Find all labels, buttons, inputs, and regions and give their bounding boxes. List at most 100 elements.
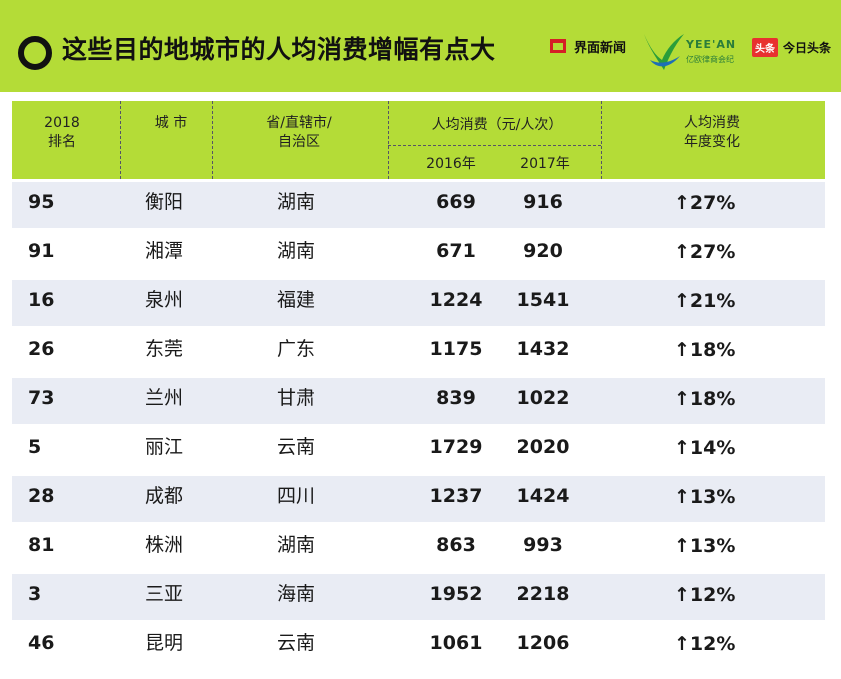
cell-province: 云南 [277, 436, 316, 458]
cell-2016: 1061 [429, 632, 483, 654]
header-change-line2: 年度变化 [684, 134, 740, 150]
cell-city: 湘潭 [145, 240, 184, 262]
header-change: 人均消费 年度变化 [662, 114, 762, 152]
toutiao-logo: 头条 今日头条 [752, 38, 831, 57]
yeean-logo-subtext: 亿欧律商会纪 [686, 55, 734, 64]
cell-province: 湖南 [277, 240, 316, 262]
cell-2017: 1541 [516, 289, 570, 311]
yeean-logo: YEE'AN 亿欧律商会纪 [640, 30, 752, 74]
cell-change: ↑18% [674, 388, 736, 410]
cell-change: ↑18% [674, 339, 736, 361]
cell-province: 福建 [277, 289, 316, 311]
table-row: 95 衡阳 湖南 669 916 ↑27% [12, 179, 825, 228]
jiemian-logo-text: 界面新闻 [574, 40, 627, 56]
cell-city: 兰州 [145, 387, 184, 409]
cell-rank: 26 [28, 338, 55, 360]
cell-2016: 1952 [429, 583, 483, 605]
cell-rank: 16 [28, 289, 55, 311]
cell-rank: 81 [28, 534, 55, 556]
header-province: 省/直辖市/ 自治区 [244, 114, 354, 152]
table-row: 3 三亚 海南 1952 2218 ↑12% [12, 571, 825, 620]
toutiao-logo-text: 今日头条 [783, 41, 832, 55]
header-rank-line2: 排名 [48, 134, 76, 150]
table-row: 91 湘潭 湖南 671 920 ↑27% [12, 228, 825, 277]
cell-rank: 73 [28, 387, 55, 409]
cell-city: 株洲 [145, 534, 184, 556]
cell-province: 四川 [277, 485, 316, 507]
table-row: 81 株洲 湖南 863 993 ↑13% [12, 522, 825, 571]
cell-2017: 1206 [516, 632, 570, 654]
cell-2017: 1424 [516, 485, 570, 507]
table-row: 46 昆明 云南 1061 1206 ↑12% [12, 620, 825, 669]
ring-icon [18, 36, 52, 70]
table-body: 95 衡阳 湖南 669 916 ↑27% 91 湘潭 湖南 671 920 ↑… [12, 179, 825, 669]
cell-city: 成都 [145, 485, 184, 507]
cell-2016: 1175 [429, 338, 483, 360]
cell-2017: 2020 [516, 436, 570, 458]
yeean-leaf-icon [644, 34, 684, 70]
header-change-line1: 人均消费 [684, 115, 740, 131]
cell-change: ↑12% [674, 584, 736, 606]
cell-2016: 863 [436, 534, 476, 556]
header-2017: 2017年 [520, 156, 570, 172]
cell-city: 丽江 [145, 436, 184, 458]
jiemian-logo: 界面新闻 [548, 36, 626, 56]
cell-change: ↑27% [674, 192, 736, 214]
header-province-line1: 省/直辖市/ [266, 115, 332, 131]
cell-2017: 2218 [516, 583, 570, 605]
cell-2017: 916 [523, 191, 563, 213]
yeean-logo-text: YEE'AN [686, 38, 737, 51]
table-row: 5 丽江 云南 1729 2020 ↑14% [12, 424, 825, 473]
cell-province: 甘肃 [277, 387, 316, 409]
cell-2017: 1022 [516, 387, 570, 409]
cell-2016: 669 [436, 191, 476, 213]
cell-change: ↑12% [674, 633, 736, 655]
cell-2017: 1432 [516, 338, 570, 360]
cell-city: 衡阳 [145, 191, 184, 213]
header-2016: 2016年 [426, 156, 476, 172]
table-row: 26 东莞 广东 1175 1432 ↑18% [12, 326, 825, 375]
cell-city: 东莞 [145, 338, 184, 360]
cell-change: ↑14% [674, 437, 736, 459]
table-row: 16 泉州 福建 1224 1541 ↑21% [12, 277, 825, 326]
cell-2017: 920 [523, 240, 563, 262]
header-city: 城 市 [154, 115, 188, 131]
header-rank-line1: 2018 [44, 115, 80, 131]
cell-city: 昆明 [145, 632, 184, 654]
cell-change: ↑21% [674, 290, 736, 312]
cell-province: 湖南 [277, 534, 316, 556]
cell-2016: 1729 [429, 436, 483, 458]
spending-table: 2018 排名 城 市 省/直辖市/ 自治区 人均消费（元/人次） 2016年 … [12, 101, 825, 669]
cell-rank: 91 [28, 240, 55, 262]
cell-rank: 95 [28, 191, 55, 213]
cell-2017: 993 [523, 534, 563, 556]
cell-2016: 1224 [429, 289, 483, 311]
header-rank: 2018 排名 [34, 114, 90, 152]
header-spend: 人均消费（元/人次） [431, 117, 563, 133]
jiemian-logo-icon [548, 36, 570, 56]
header-subdivider [388, 145, 601, 146]
toutiao-badge-icon: 头条 [752, 38, 778, 57]
cell-province: 湖南 [277, 191, 316, 213]
cell-rank: 3 [28, 583, 42, 605]
cell-2016: 1237 [429, 485, 483, 507]
cell-province: 云南 [277, 632, 316, 654]
column-divider [601, 101, 602, 179]
cell-city: 三亚 [145, 583, 184, 605]
title-banner: 这些目的地城市的人均消费增幅有点大 界面新闻 YEE'AN 亿欧律商会纪 头条 … [0, 0, 841, 92]
cell-change: ↑13% [674, 486, 736, 508]
column-divider [120, 101, 121, 179]
column-divider [388, 101, 389, 179]
cell-rank: 28 [28, 485, 55, 507]
cell-2016: 671 [436, 240, 476, 262]
table-row: 28 成都 四川 1237 1424 ↑13% [12, 473, 825, 522]
table-row: 73 兰州 甘肃 839 1022 ↑18% [12, 375, 825, 424]
cell-city: 泉州 [145, 289, 184, 311]
table-header: 2018 排名 城 市 省/直辖市/ 自治区 人均消费（元/人次） 2016年 … [12, 101, 825, 179]
column-divider [212, 101, 213, 179]
header-province-line2: 自治区 [278, 134, 320, 150]
cell-rank: 5 [28, 436, 42, 458]
cell-province: 广东 [277, 338, 316, 360]
page-title: 这些目的地城市的人均消费增幅有点大 [62, 35, 496, 64]
cell-2016: 839 [436, 387, 476, 409]
